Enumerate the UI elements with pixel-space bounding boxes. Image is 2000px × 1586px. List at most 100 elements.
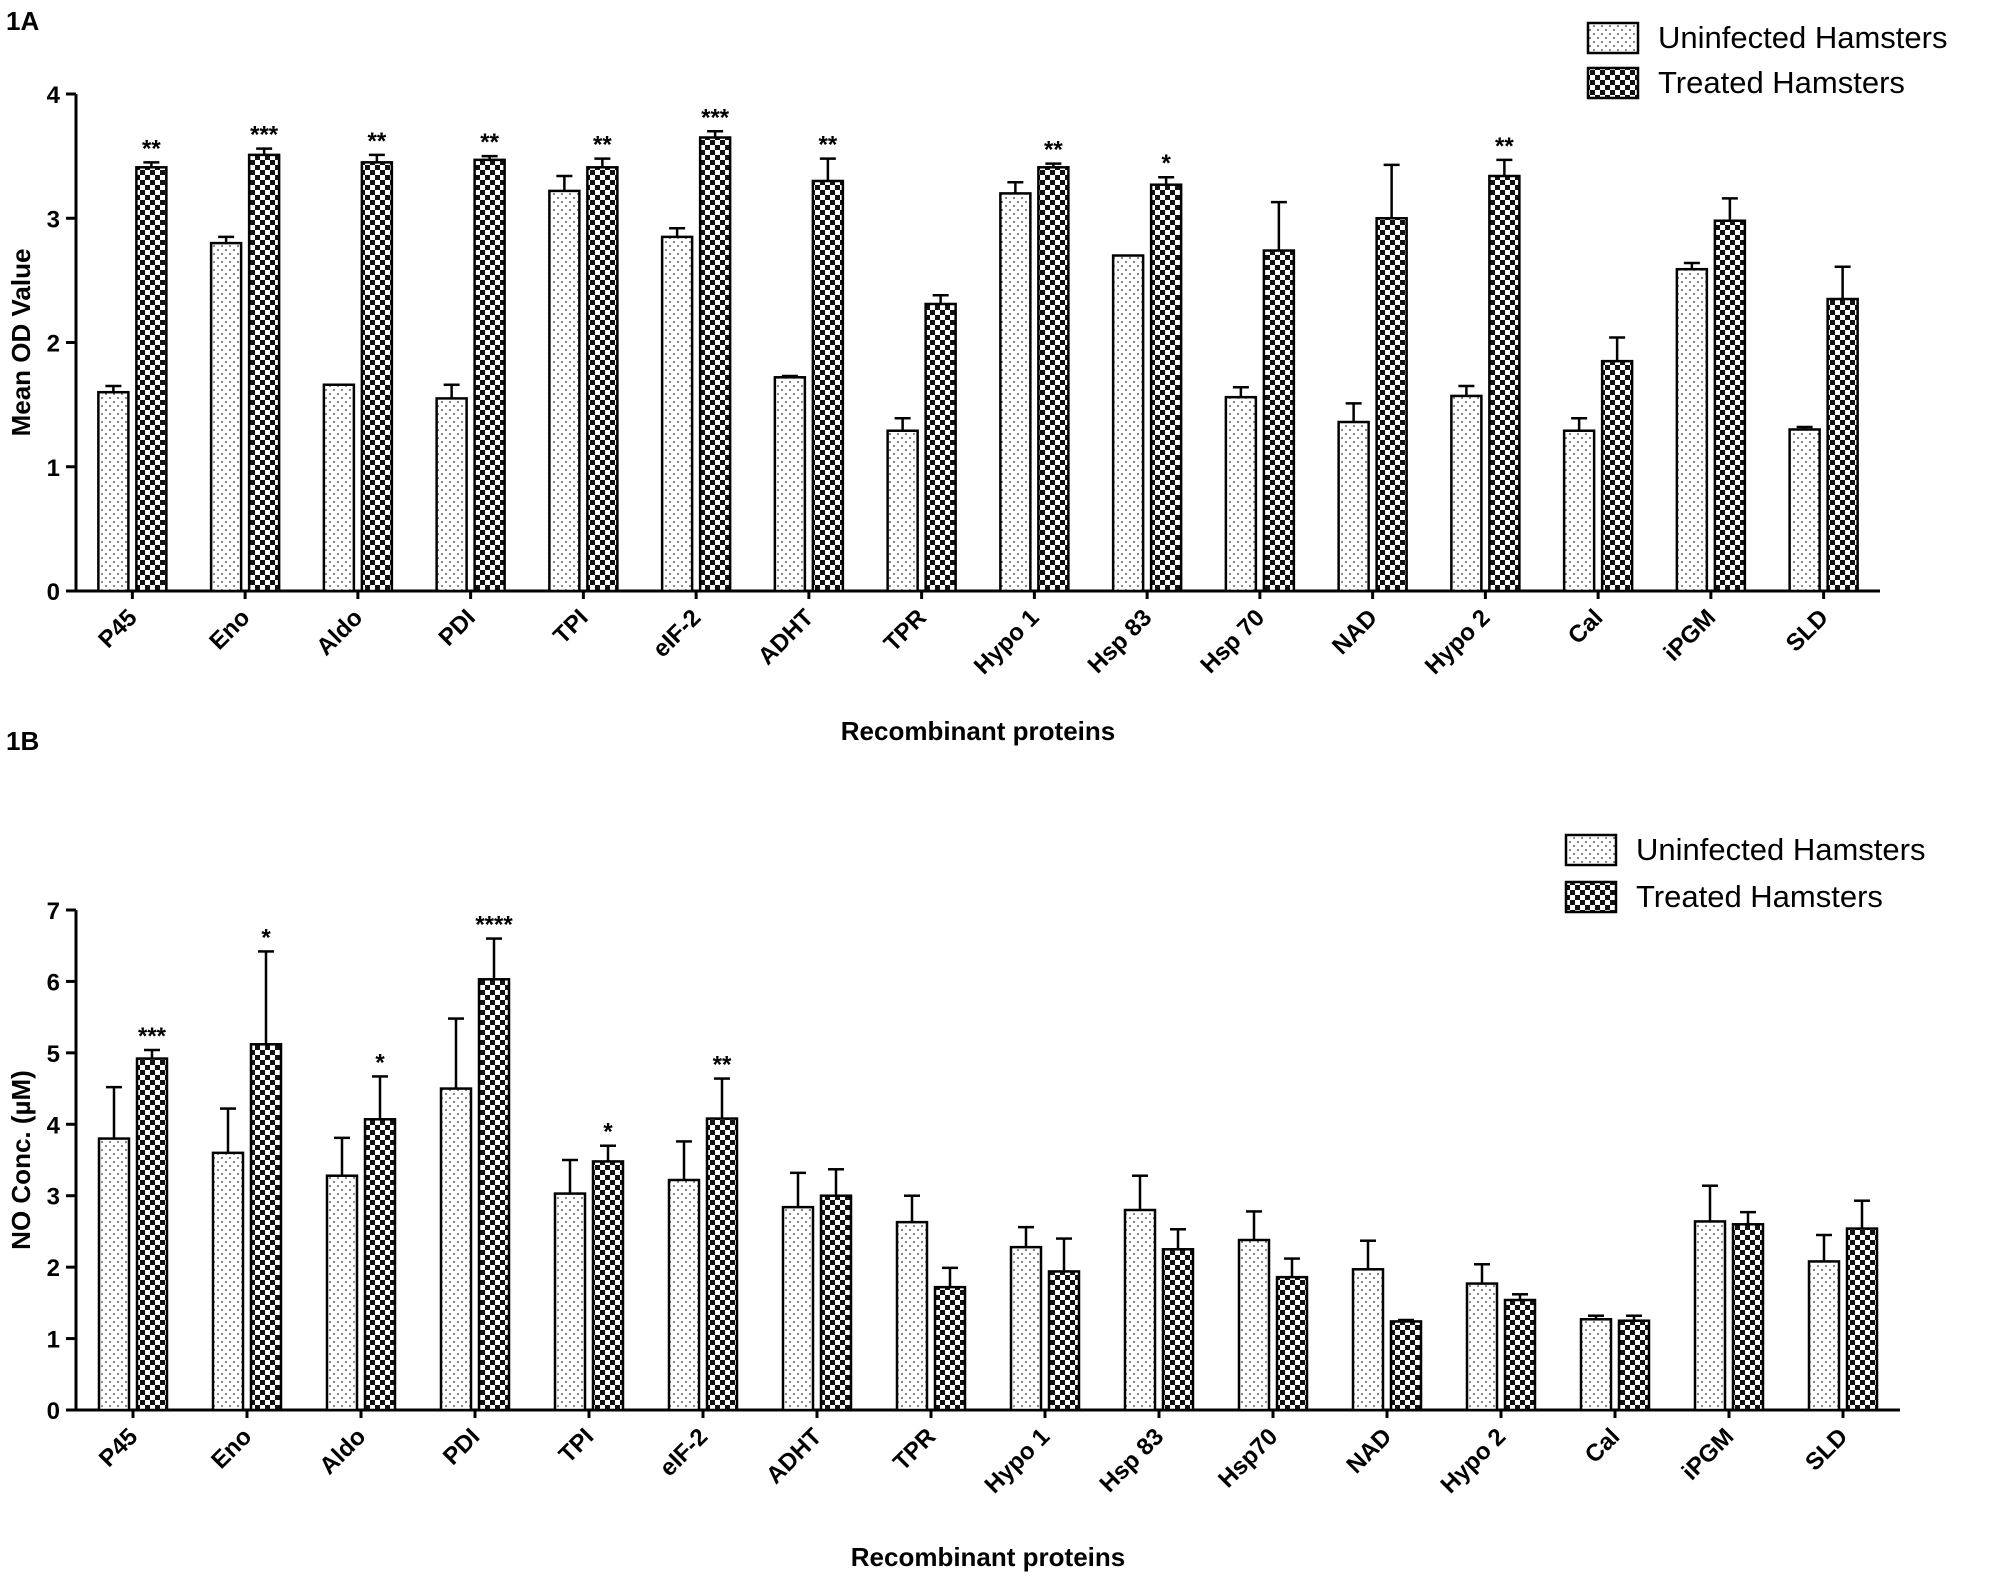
legend-label-treated-1a: Treated Hamsters [1658, 65, 1905, 100]
significance-label-1a: ** [593, 132, 612, 159]
category-label-1a: PDI [433, 604, 480, 651]
significance-label-1a: *** [250, 122, 279, 149]
bar-treated-1a [811, 179, 845, 593]
y-tick-label-1b: 3 [47, 1184, 60, 1211]
bar-treated-1a [1713, 219, 1747, 593]
bar-treated-1a [1488, 174, 1521, 593]
bar-uninfected-1b [781, 1205, 815, 1412]
bar-uninfected-1b [553, 1192, 587, 1412]
bar-uninfected-1a [435, 397, 468, 593]
bar-treated-1a [1600, 359, 1634, 593]
bar-uninfected-1b [211, 1151, 245, 1412]
bar-uninfected-1a [773, 376, 807, 593]
bar-treated-1b [705, 1117, 739, 1412]
category-label-1a: TPR [879, 604, 932, 657]
legend-label-treated-1b: Treated Hamsters [1636, 879, 1883, 914]
bar-treated-1a [135, 166, 168, 593]
legend-label-uninfected-1a: Uninfected Hamsters [1658, 20, 1947, 55]
y-tick-label-1b: 2 [47, 1255, 60, 1282]
y-tick-label-1a: 0 [47, 579, 60, 606]
x-axis-title-1a: Recombinant proteins [841, 716, 1115, 746]
bar-uninfected-1b [97, 1137, 131, 1412]
significance-label-1a: ** [480, 129, 499, 156]
bar-uninfected-1b [325, 1174, 359, 1412]
significance-label-1a: ** [819, 132, 838, 159]
bar-uninfected-1a [322, 383, 356, 593]
category-label-1b: eIF-2 [655, 1423, 714, 1482]
category-label-1b: P45 [94, 1423, 143, 1472]
bar-uninfected-1b [1465, 1282, 1499, 1412]
category-label-1b: iPGM [1677, 1423, 1739, 1485]
category-label-1a: Hypo 2 [1420, 604, 1496, 680]
legend-swatch-treated-1a [1586, 66, 1640, 100]
bar-treated-1a [586, 166, 619, 593]
bar-treated-1b [933, 1285, 967, 1412]
category-label-1b: SLD [1800, 1423, 1853, 1476]
significance-label-1a: ** [1495, 133, 1514, 160]
bar-treated-1a [1375, 217, 1408, 593]
bar-uninfected-1a [1224, 395, 1258, 593]
category-label-1a: Aldo [311, 604, 368, 661]
bar-treated-1b [135, 1057, 169, 1412]
bar-treated-1b [477, 978, 511, 1412]
bar-uninfected-1b [1009, 1245, 1043, 1412]
bar-uninfected-1a [1788, 428, 1821, 593]
panel-label-1a: 1A [6, 6, 39, 36]
y-tick-label-1b: 7 [47, 898, 60, 925]
category-label-1b: TPR [888, 1423, 941, 1476]
bar-treated-1a [473, 158, 506, 593]
significance-label-1b: ** [713, 1052, 732, 1079]
category-label-1a: iPGM [1659, 604, 1721, 666]
category-label-1b: NAD [1341, 1423, 1397, 1479]
category-label-1b: TPI [554, 1423, 599, 1468]
bar-uninfected-1a [1111, 254, 1145, 593]
bar-treated-1b [363, 1118, 397, 1412]
bar-uninfected-1b [439, 1087, 473, 1412]
significance-label-1a: ** [1044, 137, 1063, 164]
bar-uninfected-1b [1237, 1238, 1271, 1412]
panel-label-1b: 1B [6, 726, 39, 756]
category-label-1a: Hypo 1 [969, 604, 1045, 680]
category-label-1b: Hypo 2 [1436, 1423, 1512, 1499]
y-tick-label-1b: 4 [47, 1112, 61, 1139]
category-label-1b: Cal [1580, 1423, 1626, 1469]
legend-swatch-treated-1b [1564, 880, 1618, 914]
y-tick-label-1a: 2 [47, 331, 60, 358]
category-label-1a: Hsp 83 [1083, 604, 1158, 679]
bar-treated-1b [1161, 1248, 1195, 1412]
bar-treated-1a [698, 136, 732, 593]
significance-label-1b: * [261, 924, 271, 951]
legend-swatch-uninfected-1b [1564, 833, 1618, 867]
y-tick-label-1b: 6 [47, 969, 60, 996]
bar-treated-1a [1826, 297, 1859, 593]
significance-label-1b: * [603, 1119, 613, 1146]
bar-uninfected-1a [1450, 394, 1483, 593]
y-tick-label-1b: 1 [47, 1327, 60, 1354]
bar-treated-1a [1262, 249, 1296, 593]
bar-treated-1b [1617, 1319, 1651, 1412]
bar-treated-1a [247, 153, 281, 593]
category-label-1b: Aldo [314, 1423, 371, 1480]
bar-uninfected-1a [548, 189, 581, 593]
bar-treated-1b [249, 1043, 283, 1412]
bar-treated-1b [819, 1194, 853, 1412]
bar-uninfected-1b [1807, 1260, 1841, 1412]
category-label-1a: Eno [204, 604, 255, 655]
legend-label-uninfected-1b: Uninfected Hamsters [1636, 832, 1925, 867]
panel-1b: 1B 0 1 2 3 4 5 6 7 *** P45 * Eno * Aldo **** PDI * TPI ** eI… [6, 726, 1925, 1572]
category-label-1b: PDI [438, 1423, 485, 1470]
bar-treated-1a [360, 161, 394, 593]
bar-uninfected-1a [97, 390, 130, 593]
category-label-1a: eIF-2 [648, 604, 707, 663]
significance-label-1a: ** [368, 128, 387, 155]
significance-label-1a: ** [142, 135, 161, 162]
panel-1a: 1A01234**P45***Eno**Aldo**PDI**TPI***eIF… [6, 6, 1947, 746]
y-tick-label-1a: 4 [47, 82, 61, 109]
bar-uninfected-1a [660, 235, 694, 593]
bar-treated-1a [924, 302, 957, 593]
legend-swatch-uninfected-1a [1586, 21, 1640, 55]
bar-uninfected-1a [209, 241, 243, 593]
category-label-1b: Hsp 83 [1094, 1423, 1169, 1498]
category-label-1a: P45 [93, 604, 142, 653]
